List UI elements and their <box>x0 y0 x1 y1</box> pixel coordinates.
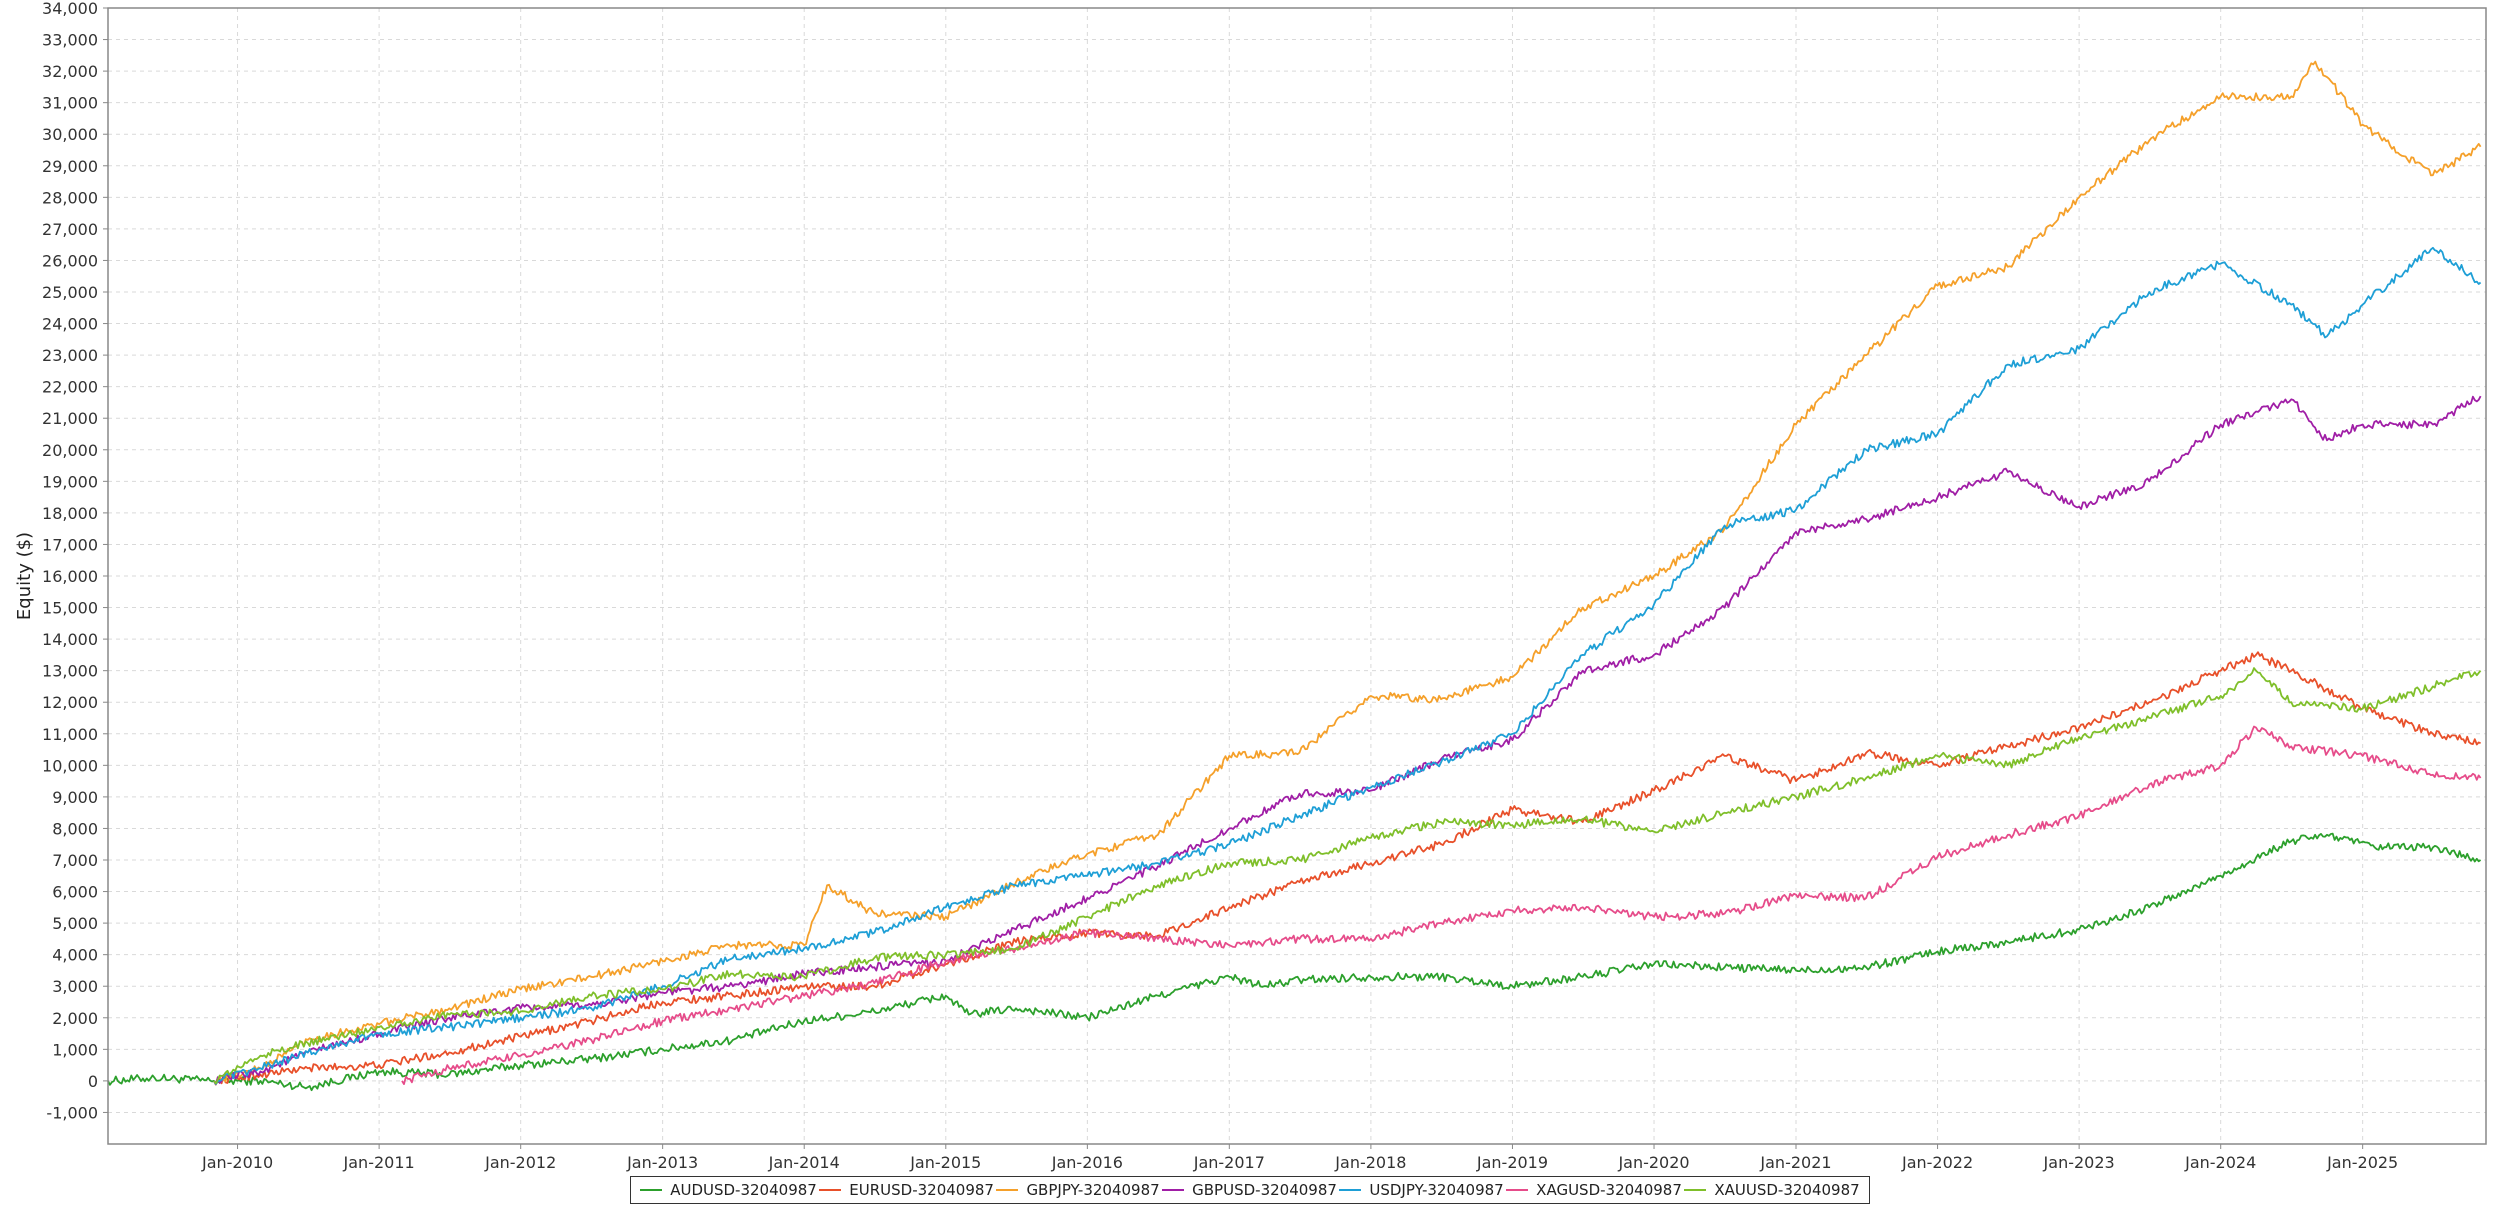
legend-swatch <box>1506 1189 1529 1191</box>
legend-swatch <box>819 1189 842 1191</box>
legend-label: XAGUSD-32040987 <box>1536 1181 1682 1199</box>
legend-item: USDJPY-32040987 <box>1339 1181 1504 1199</box>
x-tick-label: Jan-2020 <box>1617 1153 1689 1172</box>
y-tick-label: 23,000 <box>42 346 98 365</box>
legend-swatch <box>996 1189 1019 1191</box>
x-tick-label: Jan-2025 <box>2326 1153 2398 1172</box>
x-tick-label: Jan-2012 <box>484 1153 556 1172</box>
legend-item: XAUUSD-32040987 <box>1684 1181 1860 1199</box>
legend: AUDUSD-32040987 EURUSD-32040987 GBPJPY-320… <box>630 1176 1870 1204</box>
y-tick-label: 6,000 <box>52 883 98 902</box>
legend-label: AUDUSD-32040987 <box>670 1181 817 1199</box>
y-tick-label: 29,000 <box>42 157 98 176</box>
x-tick-label: Jan-2017 <box>1193 1153 1265 1172</box>
series-line-xagusd-32040987 <box>401 725 2482 1085</box>
x-tick-label: Jan-2010 <box>201 1153 273 1172</box>
legend-label: USDJPY-32040987 <box>1369 1181 1504 1199</box>
x-tick-label: Jan-2015 <box>909 1153 981 1172</box>
y-tick-label: 8,000 <box>52 819 98 838</box>
y-tick-label: 25,000 <box>42 283 98 302</box>
y-tick-label: 0 <box>88 1072 98 1091</box>
series-line-usdjpy-32040987 <box>213 246 2482 1085</box>
y-tick-label: 19,000 <box>42 472 98 491</box>
legend-item: EURUSD-32040987 <box>819 1181 994 1199</box>
x-tick-label: Jan-2018 <box>1334 1153 1406 1172</box>
y-tick-label: 14,000 <box>42 630 98 649</box>
y-tick-label: 31,000 <box>42 94 98 113</box>
series-line-eurusd-32040987 <box>213 651 2481 1086</box>
y-tick-label: 5,000 <box>52 914 98 933</box>
series-line-gbpusd-32040987 <box>213 395 2482 1086</box>
x-tick-label: Jan-2019 <box>1476 1153 1548 1172</box>
x-tick-label: Jan-2024 <box>2184 1153 2256 1172</box>
legend-label: GBPJPY-32040987 <box>1026 1181 1160 1199</box>
series-layer <box>107 60 2482 1092</box>
y-axis-ticks: -1,000 0 1,000 2,000 3,000 4,000 5,000 6,000 7,0… <box>42 0 108 1122</box>
x-tick-label: Jan-2013 <box>626 1153 698 1172</box>
y-tick-label: 2,000 <box>52 1009 98 1028</box>
y-tick-label: 34,000 <box>42 0 98 18</box>
y-tick-label: 16,000 <box>42 567 98 586</box>
legend-swatch <box>1162 1189 1185 1191</box>
y-tick-label: 28,000 <box>42 188 98 207</box>
y-tick-label: 13,000 <box>42 662 98 681</box>
x-tick-label: Jan-2023 <box>2043 1153 2115 1172</box>
x-tick-label: Jan-2011 <box>343 1153 415 1172</box>
y-tick-label: 18,000 <box>42 504 98 523</box>
y-tick-label: 33,000 <box>42 31 98 50</box>
x-tick-label: Jan-2016 <box>1051 1153 1123 1172</box>
legend-swatch <box>1339 1189 1362 1191</box>
x-tick-label: Jan-2022 <box>1901 1153 1973 1172</box>
legend-swatch <box>1684 1189 1707 1191</box>
y-axis-title: Equity ($) <box>14 532 35 620</box>
legend-label: XAUUSD-32040987 <box>1714 1181 1860 1199</box>
legend-label: GBPUSD-32040987 <box>1192 1181 1337 1199</box>
legend-label: EURUSD-32040987 <box>849 1181 994 1199</box>
y-tick-label: 7,000 <box>52 851 98 870</box>
series-line-audusd-32040987 <box>107 832 2482 1092</box>
x-axis-ticks: Jan-2010 Jan-2011 Jan-2012 Jan-2013 Jan-2014… <box>201 1144 2398 1172</box>
y-tick-label: 3,000 <box>52 977 98 996</box>
y-tick-label: 22,000 <box>42 378 98 397</box>
legend-swatch <box>640 1189 663 1191</box>
y-tick-label: 9,000 <box>52 788 98 807</box>
x-tick-label: Jan-2014 <box>768 1153 840 1172</box>
y-tick-label: 26,000 <box>42 251 98 270</box>
y-tick-label: 27,000 <box>42 220 98 239</box>
y-tick-label: 15,000 <box>42 599 98 618</box>
y-tick-label: 17,000 <box>42 535 98 554</box>
plot-frame <box>107 7 2487 1145</box>
legend-item: GBPJPY-32040987 <box>996 1181 1160 1199</box>
y-tick-label: 10,000 <box>42 756 98 775</box>
y-tick-label: 21,000 <box>42 409 98 428</box>
legend-item: GBPUSD-32040987 <box>1162 1181 1337 1199</box>
y-tick-label: 32,000 <box>42 62 98 81</box>
series-line-gbpjpy-32040987 <box>213 60 2482 1086</box>
y-tick-label: 1,000 <box>52 1040 98 1059</box>
y-tick-label: 24,000 <box>42 315 98 334</box>
y-tick-label: -1,000 <box>46 1103 98 1122</box>
y-tick-label: 30,000 <box>42 125 98 144</box>
legend-item: XAGUSD-32040987 <box>1506 1181 1682 1199</box>
y-tick-label: 11,000 <box>42 725 98 744</box>
y-tick-label: 20,000 <box>42 441 98 460</box>
y-tick-label: 12,000 <box>42 693 98 712</box>
grid-layer <box>108 7 2486 1144</box>
x-tick-label: Jan-2021 <box>1759 1153 1831 1172</box>
legend-item: AUDUSD-32040987 <box>640 1181 817 1199</box>
y-tick-label: 4,000 <box>52 946 98 965</box>
series-line-xauusd-32040987 <box>213 667 2482 1085</box>
